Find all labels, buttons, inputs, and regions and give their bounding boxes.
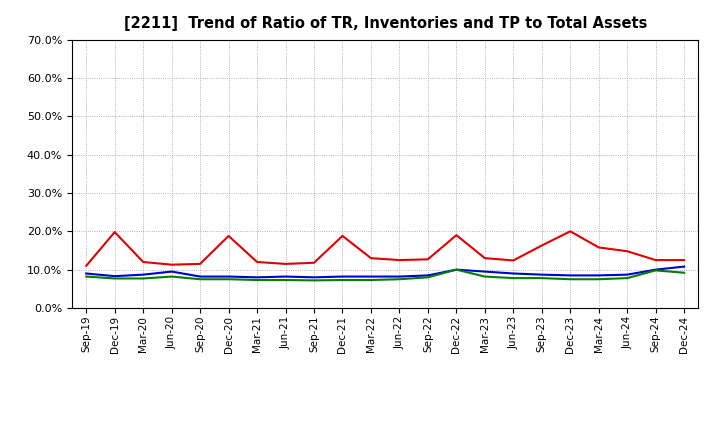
Trade Receivables	[680, 257, 688, 263]
Trade Receivables	[225, 233, 233, 238]
Trade Payables	[366, 277, 375, 282]
Inventories	[282, 274, 290, 279]
Trade Payables	[338, 277, 347, 282]
Line: Trade Receivables: Trade Receivables	[86, 231, 684, 266]
Trade Payables	[423, 275, 432, 280]
Trade Payables	[652, 268, 660, 273]
Inventories	[253, 275, 261, 280]
Line: Inventories: Inventories	[86, 267, 684, 277]
Inventories	[366, 274, 375, 279]
Trade Payables	[253, 277, 261, 282]
Trade Receivables	[338, 233, 347, 238]
Trade Payables	[225, 277, 233, 282]
Inventories	[338, 274, 347, 279]
Inventories	[566, 273, 575, 278]
Trade Receivables	[652, 257, 660, 263]
Inventories	[623, 272, 631, 277]
Line: Trade Payables: Trade Payables	[86, 270, 684, 280]
Trade Receivables	[82, 263, 91, 268]
Inventories	[110, 274, 119, 279]
Trade Payables	[282, 277, 290, 282]
Trade Payables	[82, 274, 91, 279]
Inventories	[423, 273, 432, 278]
Trade Payables	[509, 275, 518, 281]
Trade Receivables	[253, 259, 261, 264]
Inventories	[82, 271, 91, 276]
Trade Receivables	[167, 262, 176, 268]
Trade Receivables	[139, 259, 148, 264]
Trade Receivables	[196, 261, 204, 267]
Trade Payables	[310, 278, 318, 283]
Trade Receivables	[595, 245, 603, 250]
Trade Payables	[480, 274, 489, 279]
Title: [2211]  Trend of Ratio of TR, Inventories and TP to Total Assets: [2211] Trend of Ratio of TR, Inventories…	[124, 16, 647, 32]
Trade Receivables	[452, 232, 461, 238]
Inventories	[452, 267, 461, 272]
Trade Receivables	[395, 257, 404, 263]
Trade Payables	[196, 277, 204, 282]
Trade Receivables	[537, 243, 546, 248]
Trade Receivables	[366, 256, 375, 261]
Inventories	[395, 274, 404, 279]
Trade Receivables	[509, 258, 518, 263]
Inventories	[480, 269, 489, 274]
Trade Receivables	[110, 229, 119, 235]
Inventories	[537, 272, 546, 277]
Trade Payables	[623, 275, 631, 281]
Trade Payables	[167, 274, 176, 279]
Inventories	[310, 275, 318, 280]
Trade Payables	[537, 275, 546, 281]
Inventories	[196, 274, 204, 279]
Trade Payables	[595, 277, 603, 282]
Inventories	[652, 267, 660, 272]
Inventories	[225, 274, 233, 279]
Trade Receivables	[310, 260, 318, 265]
Trade Payables	[452, 267, 461, 272]
Inventories	[595, 273, 603, 278]
Trade Payables	[680, 270, 688, 275]
Trade Payables	[110, 276, 119, 281]
Trade Receivables	[423, 257, 432, 262]
Trade Receivables	[566, 229, 575, 234]
Trade Receivables	[623, 249, 631, 254]
Inventories	[509, 271, 518, 276]
Trade Payables	[395, 277, 404, 282]
Trade Receivables	[282, 261, 290, 267]
Trade Receivables	[480, 256, 489, 261]
Inventories	[680, 264, 688, 269]
Trade Payables	[566, 277, 575, 282]
Inventories	[139, 272, 148, 277]
Trade Payables	[139, 276, 148, 281]
Inventories	[167, 269, 176, 274]
